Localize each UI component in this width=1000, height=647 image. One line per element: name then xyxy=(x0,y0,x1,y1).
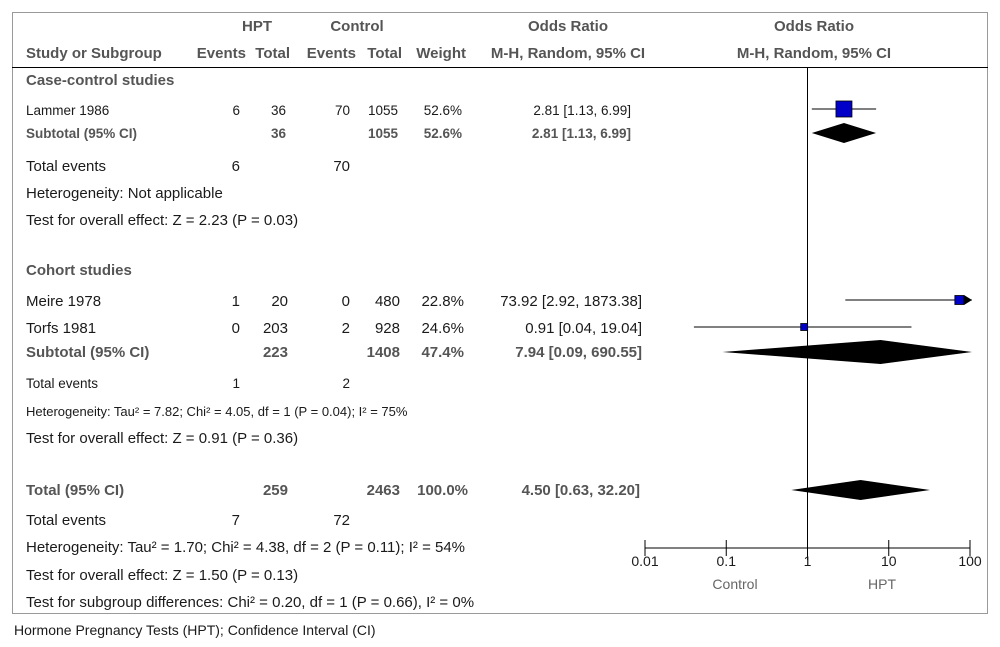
total-events-label: Total events xyxy=(26,376,99,391)
subtotal-total1: 223 xyxy=(262,344,288,361)
total-events1: 6 xyxy=(231,158,240,175)
subtotal-total2: 1055 xyxy=(367,126,398,141)
overall-effect-text: Test for overall effect: Z = 2.23 (P = 0… xyxy=(26,212,299,229)
heterogeneity-text: Heterogeneity: Not applicable xyxy=(26,185,223,202)
study-total1: 36 xyxy=(270,103,286,118)
total-events2: 70 xyxy=(333,158,350,175)
total-ci: 4.50 [0.63, 32.20] xyxy=(521,482,640,499)
overall-effect-text: Test for overall effect: Z = 0.91 (P = 0… xyxy=(26,430,299,447)
pooled-diamond xyxy=(791,480,931,500)
header-divider xyxy=(12,67,988,68)
study-marker xyxy=(800,323,809,331)
study-total1: 203 xyxy=(262,320,288,337)
study-marker xyxy=(835,100,853,118)
subgroup-differences-text: Test for subgroup differences: Chi² = 0.… xyxy=(26,594,475,611)
group2-header: Control xyxy=(330,18,384,35)
study-name: Lammer 1986 xyxy=(26,103,110,118)
x-tick-label: 10 xyxy=(881,553,897,569)
study-ci: 73.92 [2.92, 1873.38] xyxy=(500,293,642,310)
study-events1: 1 xyxy=(231,293,240,310)
subtotal-label: Subtotal (95% CI) xyxy=(26,126,138,141)
section-title-case-control: Case-control studies xyxy=(26,72,175,89)
subtotal-total2: 1408 xyxy=(366,344,400,361)
total-events1: 1 xyxy=(232,376,240,391)
x-tick-label: 1 xyxy=(804,553,812,569)
x-tick-label: 0.1 xyxy=(717,553,737,569)
study-total2: 928 xyxy=(374,320,400,337)
col-total1-header: Total xyxy=(255,45,290,62)
heterogeneity-text: Heterogeneity: Tau² = 7.82; Chi² = 4.05,… xyxy=(26,404,408,419)
total-weight: 100.0% xyxy=(417,482,468,499)
study-weight: 24.6% xyxy=(421,320,464,337)
favours-hpt-label: HPT xyxy=(868,576,896,592)
heterogeneity-text: Heterogeneity: Tau² = 1.70; Chi² = 4.38,… xyxy=(26,539,466,556)
favours-control-label: Control xyxy=(712,576,757,592)
subtotal-weight: 47.4% xyxy=(421,344,464,361)
col-events1-header: Events xyxy=(196,45,246,62)
subtotal-label: Subtotal (95% CI) xyxy=(26,344,150,361)
x-tick-label: 100 xyxy=(958,553,982,569)
study-events1: 6 xyxy=(232,103,240,118)
col-total2-header: Total xyxy=(367,45,402,62)
or-column-title: Odds Ratio xyxy=(527,18,608,35)
ci-arrow-icon xyxy=(964,295,972,305)
total-events1: 7 xyxy=(231,512,240,529)
total-label: Total (95% CI) xyxy=(26,482,125,499)
subtotal-total1: 36 xyxy=(270,126,286,141)
study-name: Meire 1978 xyxy=(26,293,102,310)
total-total2: 2463 xyxy=(366,482,400,499)
total-events-label: Total events xyxy=(26,158,107,175)
forest-plot-frame xyxy=(12,12,988,614)
study-total1: 20 xyxy=(271,293,288,310)
study-events2: 70 xyxy=(334,103,350,118)
total-events2: 2 xyxy=(342,376,350,391)
plot-method-header: M-H, Random, 95% CI xyxy=(736,45,892,62)
study-total2: 480 xyxy=(374,293,400,310)
overall-effect-text: Test for overall effect: Z = 1.50 (P = 0… xyxy=(26,567,299,584)
study-events2: 2 xyxy=(341,320,350,337)
study-total2: 1055 xyxy=(367,103,398,118)
study-ci: 2.81 [1.13, 6.99] xyxy=(533,103,631,118)
study-events2: 0 xyxy=(341,293,350,310)
col-weight-header: Weight xyxy=(416,45,466,62)
x-tick-label: 0.01 xyxy=(631,553,658,569)
or-method-header: M-H, Random, 95% CI xyxy=(490,45,646,62)
study-ci: 0.91 [0.04, 19.04] xyxy=(525,320,642,337)
total-events-label: Total events xyxy=(26,512,107,529)
study-marker xyxy=(954,295,965,305)
subtotal-ci: 2.81 [1.13, 6.99] xyxy=(531,126,631,141)
pooled-diamond xyxy=(722,340,972,364)
subtotal-ci: 7.94 [0.09, 690.55] xyxy=(515,344,642,361)
total-events2: 72 xyxy=(333,512,350,529)
col-events2-header: Events xyxy=(306,45,356,62)
plot-column-title: Odds Ratio xyxy=(773,18,854,35)
group1-header: HPT xyxy=(242,18,272,35)
section-title-cohort: Cohort studies xyxy=(26,262,132,279)
total-total1: 259 xyxy=(262,482,288,499)
study-weight: 52.6% xyxy=(423,103,462,118)
study-name: Torfs 1981 xyxy=(26,320,97,337)
study-events1: 0 xyxy=(231,320,240,337)
subtotal-weight: 52.6% xyxy=(423,126,462,141)
study-weight: 22.8% xyxy=(421,293,464,310)
figure-caption: Hormone Pregnancy Tests (HPT); Confidenc… xyxy=(14,622,376,638)
pooled-diamond xyxy=(811,123,877,143)
col-study-header: Study or Subgroup xyxy=(26,45,162,62)
